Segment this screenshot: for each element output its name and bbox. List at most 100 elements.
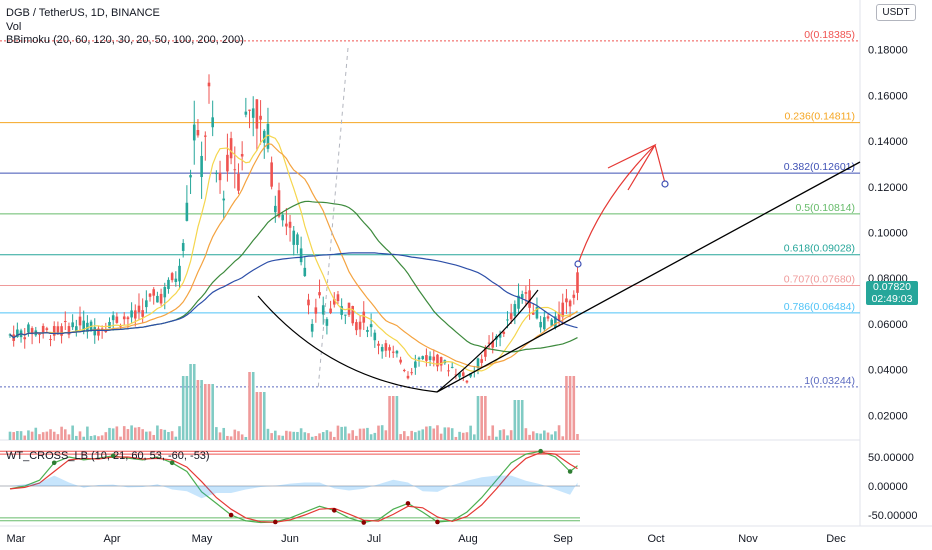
volume-bar [115,426,119,440]
volume-bar [23,435,27,440]
volume-bar [358,428,362,440]
fib-level-label: 0.382(0.12601) [784,161,855,173]
volume-bar [126,429,130,440]
time-tick-label: Jun [281,533,299,545]
candle-body [576,272,579,293]
price-tick-label: 0.18000 [868,45,908,57]
candle-body [329,308,332,313]
volume-bar [38,434,41,440]
candle-body [377,343,380,346]
volume-bar [524,428,528,440]
candle-body [509,313,513,320]
candle-body [520,294,524,299]
candle-body [156,295,159,303]
volume-bar [528,434,531,440]
volume-legend[interactable]: Vol [6,21,22,33]
candle-body [517,295,520,309]
wt-momentum-area [10,475,578,499]
time-tick-label: Dec [826,533,846,545]
wt-cross-dot [169,460,175,466]
candle-body [325,319,329,326]
volume-bar [82,436,85,440]
candle-body [513,304,517,316]
wt-cross-dot [361,520,367,525]
candle-body [524,292,528,294]
candle-body [384,343,388,351]
candle-body [141,310,144,317]
volume-bar [119,436,122,440]
candle-body [310,323,314,332]
volume-bar [141,429,144,440]
candle-body [402,369,406,371]
volume-bar [495,436,498,440]
volume-bar [67,434,71,440]
volume-bar [63,429,67,440]
candle-body [71,322,74,328]
volume-bar [336,425,340,440]
bbimoku-legend[interactable]: BBimoku (20, 60, 120, 30, 20, 50, 100, 2… [6,34,244,46]
volume-bar [546,432,550,440]
volume-bar [78,431,82,440]
volume-bar [439,433,443,440]
wt-cross-pane [0,448,580,525]
candle-body [30,328,34,335]
moving-averages [9,134,578,372]
candle-body [108,321,111,329]
wt-cross-dot [273,519,278,525]
volume-bar [270,433,273,440]
volume-bar [461,432,465,440]
volume-bar [156,425,159,440]
volume-bar [60,426,63,440]
volume-bar [19,431,23,440]
volume-bar [347,433,351,440]
price-tick-label: 0.02000 [868,410,908,422]
volume-bar [292,431,296,440]
volume-bar [473,434,476,440]
candle-body [233,169,237,171]
volume-bar [255,392,259,440]
volume-bar [414,432,417,440]
volume-bar [71,425,74,440]
volume-bar [181,376,185,440]
volume-bar [539,433,542,440]
volume-bar [491,425,495,440]
fib-level-label: 0.786(0.06484) [784,301,855,313]
candle-body [211,117,214,128]
volume-bar [89,436,93,440]
volume-bar [12,432,15,440]
price-tick-label: 0.10000 [868,228,908,240]
volume-bar [185,376,189,440]
volume-bar [200,380,203,440]
volume-bar [111,428,115,440]
candle-body [97,328,100,336]
candle-body [410,372,413,374]
candle-body [543,317,546,330]
volume-bar [332,436,336,440]
volume-bar [484,396,487,440]
vertical-dashed-line [317,47,349,391]
candle-body [226,154,229,172]
volume-bar [192,364,196,440]
candle-body [259,115,262,120]
candle-body [115,316,119,323]
volume-bar [248,372,251,440]
candle-body [222,198,226,201]
candle-body [189,175,192,178]
volume-bar [369,434,373,440]
wt-cross-legend[interactable]: WT_CROSS_LB (10, 21, 60, 53, -60, -53) [6,450,210,462]
candle-body [380,347,384,352]
currency-badge[interactable]: USDT [876,4,916,21]
symbol-legend[interactable]: DGB / TetherUS, 1D, BINANCE [6,7,160,19]
ascending-trend-line [436,161,861,393]
candle-body [281,214,284,221]
candle-body [152,289,156,296]
candle-body [122,316,126,320]
volume-bar [307,433,310,440]
volume-bar [45,431,49,440]
volume-bar [100,435,104,440]
volume-bar [122,426,126,440]
candle-body [568,300,572,307]
candle-body [340,306,343,315]
volume-bar [454,436,458,440]
